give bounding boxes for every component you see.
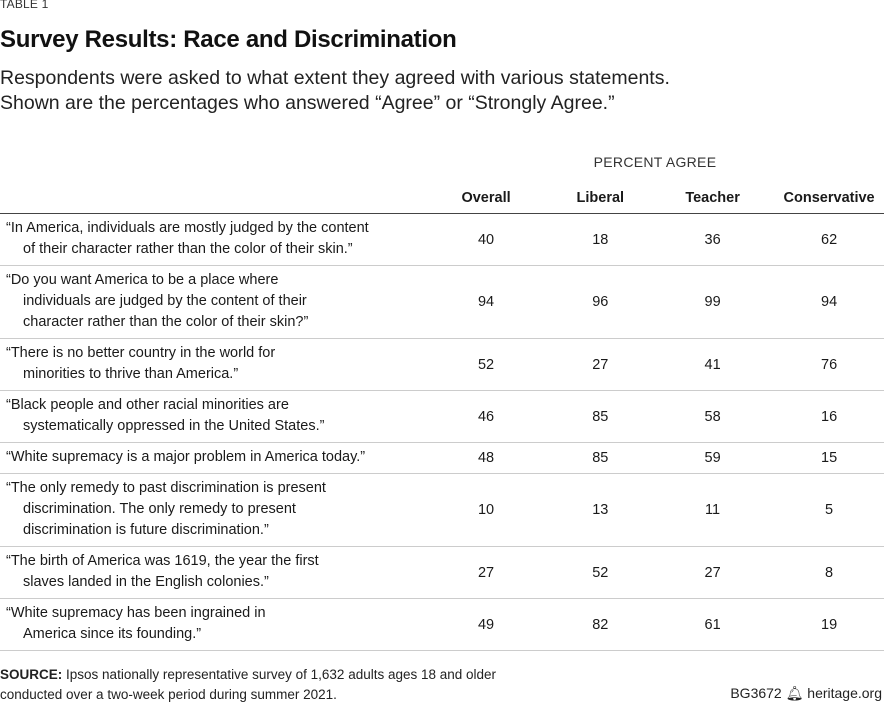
column-header: Teacher: [650, 183, 775, 214]
statement-line: “Do you want America to be a place where: [6, 272, 279, 288]
table-label: TABLE 1: [0, 0, 49, 11]
value-cell-overall: 52: [422, 338, 550, 391]
value-cell-liberal: 85: [549, 390, 651, 443]
value-cell-teacher: 61: [650, 598, 775, 651]
source-note: SOURCE: Ipsos nationally representative …: [0, 665, 496, 705]
statement-line: character rather than the color of their…: [23, 314, 309, 330]
statement-line: “Black people and other racial minoritie…: [6, 397, 289, 413]
value-cell-teacher: 11: [650, 473, 775, 547]
value-cell-conservative: 94: [774, 265, 884, 339]
value-cell-teacher: 59: [650, 442, 775, 474]
statement-line: “The birth of America was 1619, the year…: [6, 553, 319, 569]
value-cell-liberal: 52: [549, 546, 651, 599]
statement-line: “White supremacy is a major problem in A…: [6, 449, 366, 465]
value-cell-teacher: 99: [650, 265, 775, 339]
value-cell-overall: 49: [422, 598, 550, 651]
statement-cell: “Black people and other racial minoritie…: [0, 390, 423, 443]
column-header: Overall: [422, 183, 550, 214]
statement-header: [0, 183, 423, 214]
value-cell-conservative: 62: [774, 213, 884, 266]
statement-cell: “There is no better country in the world…: [0, 338, 423, 391]
table-row: “In America, individuals are mostly judg…: [0, 213, 884, 266]
value-cell-conservative: 15: [774, 442, 884, 474]
statement-line: of their character rather than the color…: [23, 241, 353, 257]
statement-line: individuals are judged by the content of…: [23, 293, 307, 309]
statement-cell: “White supremacy has been ingrained in Am…: [0, 598, 423, 651]
subtitle: Respondents were asked to what extent th…: [0, 66, 670, 116]
table-row: “The birth of America was 1619, the year…: [0, 546, 884, 599]
value-cell-conservative: 76: [774, 338, 884, 391]
value-cell-conservative: 8: [774, 546, 884, 599]
source-text: Ipsos nationally representative survey o…: [66, 667, 497, 682]
value-cell-conservative: 19: [774, 598, 884, 651]
table-row: “White supremacy is a major problem in A…: [0, 442, 884, 474]
value-cell-overall: 48: [422, 442, 550, 474]
liberty-bell-icon: 🔔︎: [785, 685, 804, 701]
credit-id: BG3672: [730, 685, 782, 701]
value-cell-liberal: 96: [549, 265, 651, 339]
statement-cell: “The birth of America was 1619, the year…: [0, 546, 423, 599]
statement-cell: “In America, individuals are mostly judg…: [0, 213, 423, 266]
value-cell-teacher: 27: [650, 546, 775, 599]
column-header: Liberal: [549, 183, 651, 214]
table-row: “There is no better country in the world…: [0, 338, 884, 391]
value-cell-overall: 10: [422, 473, 550, 547]
value-cell-liberal: 27: [549, 338, 651, 391]
statement-line: discrimination is future discrimination.…: [23, 522, 269, 538]
table-row: “White supremacy has been ingrained in Am…: [0, 598, 884, 651]
value-cell-overall: 27: [422, 546, 550, 599]
table-row: “Do you want America to be a place where…: [0, 265, 884, 339]
value-cell-overall: 40: [422, 213, 550, 266]
statement-line: “There is no better country in the world…: [6, 345, 276, 361]
statement-line: systematically oppressed in the United S…: [23, 418, 325, 434]
value-cell-liberal: 13: [549, 473, 651, 547]
source-label: SOURCE:: [0, 667, 63, 682]
credit-site: heritage.org: [807, 685, 882, 701]
statement-line: minorities to thrive than America.”: [23, 366, 239, 382]
statement-line: “In America, individuals are mostly judg…: [6, 220, 369, 236]
table-row: “The only remedy to past discrimination …: [0, 473, 884, 547]
column-group-header: PERCENT AGREE: [593, 154, 717, 170]
statement-cell: “Do you want America to be a place where…: [0, 265, 423, 339]
value-cell-teacher: 41: [650, 338, 775, 391]
value-cell-liberal: 18: [549, 213, 651, 266]
value-cell-conservative: 5: [774, 473, 884, 547]
value-cell-overall: 46: [422, 390, 550, 443]
value-cell-teacher: 36: [650, 213, 775, 266]
statement-line: “White supremacy has been ingrained in: [6, 605, 266, 621]
statement-line: slaves landed in the English colonies.”: [23, 574, 269, 590]
statement-cell: “The only remedy to past discrimination …: [0, 473, 423, 547]
credit: BG3672 🔔︎ heritage.org: [730, 685, 882, 702]
column-header: Conservative: [774, 183, 884, 214]
value-cell-teacher: 58: [650, 390, 775, 443]
value-cell-overall: 94: [422, 265, 550, 339]
subtitle-line: Respondents were asked to what extent th…: [0, 67, 670, 89]
value-cell-conservative: 16: [774, 390, 884, 443]
statement-cell: “White supremacy is a major problem in A…: [0, 442, 423, 474]
value-cell-liberal: 82: [549, 598, 651, 651]
table-row: “Black people and other racial minoritie…: [0, 390, 884, 443]
page-title: Survey Results: Race and Discrimination: [0, 26, 457, 53]
header-row: Overall Liberal Teacher Conservative: [0, 183, 884, 214]
statement-line: America since its founding.”: [23, 626, 202, 642]
statement-line: “The only remedy to past discrimination …: [6, 480, 326, 496]
subtitle-line: Shown are the percentages who answered “…: [0, 92, 615, 114]
value-cell-liberal: 85: [549, 442, 651, 474]
results-table: Overall Liberal Teacher Conservative “In…: [0, 183, 884, 651]
source-text: conducted over a two-week period during …: [0, 687, 337, 702]
statement-line: discrimination. The only remedy to prese…: [23, 501, 296, 517]
